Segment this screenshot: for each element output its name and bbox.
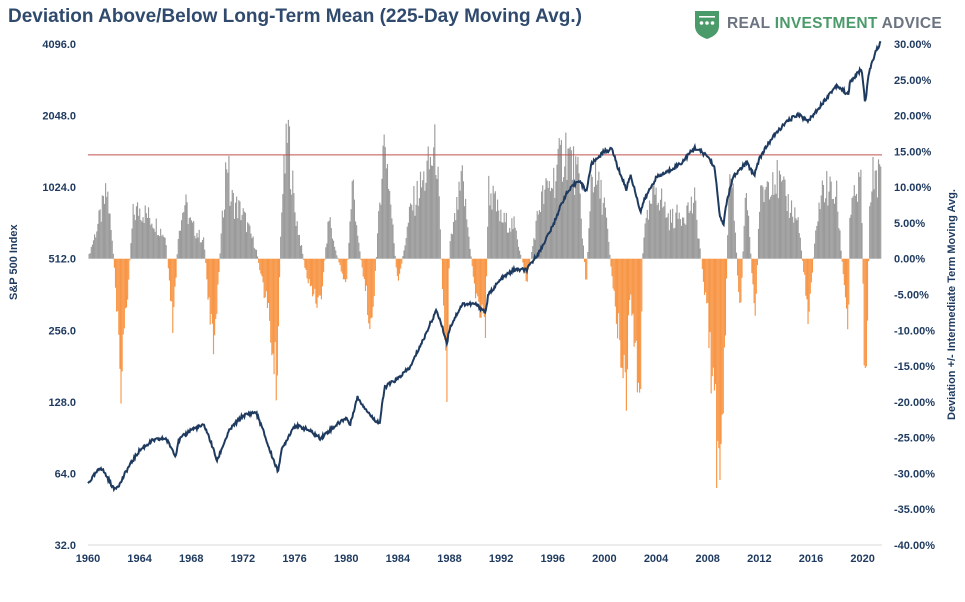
x-tick-label: 2020 [850,553,874,565]
y2-tick-label: -25.00% [894,433,935,445]
left-axis-label: S&P 500 Index [8,224,20,300]
y2-tick-label: -20.00% [894,397,935,409]
y-tick-label: 4096.0 [42,39,76,51]
x-tick-label: 1980 [334,553,358,565]
y2-tick-label: 0.00% [894,254,925,266]
y-tick-label: 64.0 [55,468,76,480]
x-tick-label: 2016 [799,553,823,565]
x-tick-label: 2004 [644,553,669,565]
right-axis-ticks: -40.00% -35.00% -30.00% -25.00% -20.00% -15.0… [894,39,935,552]
deviation-bars [88,119,882,488]
chart-title: Deviation Above/Below Long-Term Mean (22… [8,6,582,27]
y2-tick-label: 25.00% [894,75,932,87]
y2-tick-label: -35.00% [894,504,935,516]
y-tick-label: 256.0 [48,325,76,337]
left-axis-ticks: 32.0 64.0 128.0 256.0 512.0 1024.0 2048.0 4096.… [42,39,76,552]
y2-tick-label: -15.00% [894,361,935,373]
x-axis-ticks: 1960 1964 1968 1972 1976 1980 1984 1988 1992 1996… [76,553,875,565]
x-tick-label: 1988 [437,553,461,565]
x-tick-label: 1976 [282,553,306,565]
y-tick-label: 2048.0 [42,111,76,123]
shield-logo-icon [695,11,719,39]
x-tick-label: 1968 [179,553,203,565]
y2-tick-label: 15.00% [894,146,932,158]
x-tick-label: 2000 [592,553,616,565]
y2-tick-label: 10.00% [894,182,932,194]
y-tick-label: 1024.0 [42,182,76,194]
y2-tick-label: -10.00% [894,325,935,337]
y2-tick-label: -40.00% [894,540,935,552]
y-tick-label: 128.0 [48,397,76,409]
y-tick-label: 512.0 [48,254,76,266]
brand-name: REAL INVESTMENT ADVICE [727,15,943,32]
sp500-index-line [87,40,882,493]
y2-tick-label: 30.00% [894,39,932,51]
x-tick-label: 1992 [489,553,513,565]
y2-tick-label: -30.00% [894,468,935,480]
y2-tick-label: 5.00% [894,218,925,230]
right-axis-label: Deviation +/- Intermediate Term Moving A… [946,189,958,420]
y2-tick-label: 20.00% [894,111,932,123]
x-tick-label: 2008 [695,553,719,565]
x-tick-label: 1972 [231,553,255,565]
x-tick-label: 1964 [127,553,152,565]
x-tick-label: 1996 [541,553,565,565]
x-tick-label: 2012 [747,553,771,565]
y2-tick-label: -5.00% [894,290,929,302]
y-tick-label: 32.0 [55,540,76,552]
brand-logo: REAL INVESTMENT ADVICE [693,8,942,40]
x-tick-label: 1960 [76,553,100,565]
x-tick-label: 1984 [386,553,411,565]
